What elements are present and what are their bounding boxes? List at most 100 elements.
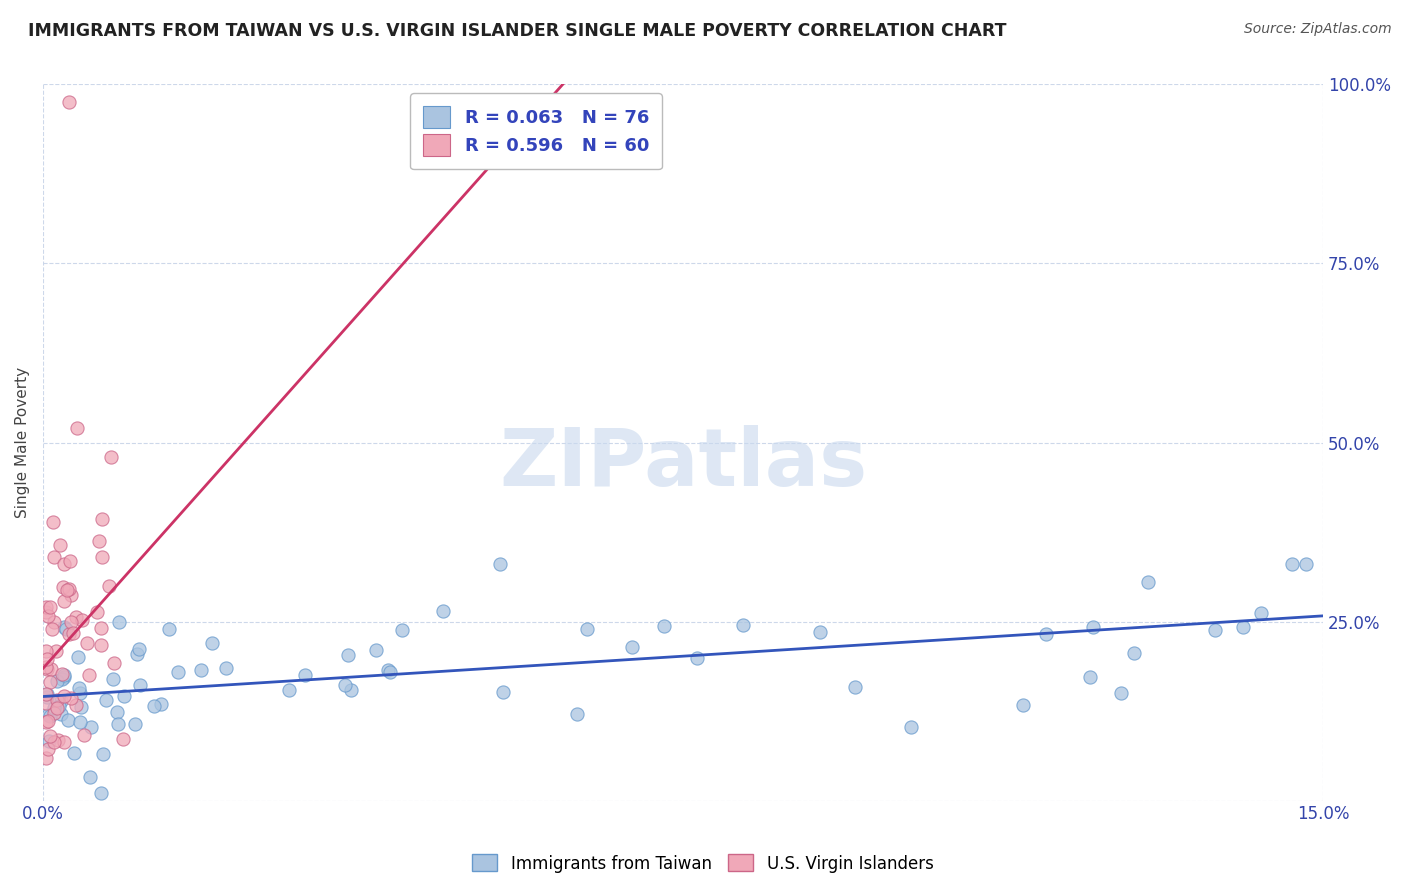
Point: [49, 706, 72, 721]
Point: [35, 714, 58, 729]
Point: [111, 731, 134, 746]
Point: [1204, 624, 1226, 638]
Point: [37, 741, 59, 756]
Point: [37, 708, 59, 723]
Point: [56, 714, 79, 728]
Point: [45, 673, 67, 688]
Point: [51, 672, 73, 686]
Point: [53, 668, 76, 682]
Point: [157, 622, 180, 636]
Point: [60, 615, 83, 629]
Point: [489, 558, 512, 572]
Point: [35, 696, 58, 710]
Point: [35, 662, 58, 676]
Point: [112, 690, 135, 704]
Point: [70, 699, 93, 714]
Point: [86, 605, 108, 619]
Point: [58, 627, 80, 641]
Point: [66, 421, 89, 435]
Point: [79, 770, 101, 784]
Point: [124, 716, 146, 731]
Point: [52, 734, 75, 748]
Point: [108, 615, 131, 630]
Point: [37, 652, 59, 666]
Point: [52, 594, 75, 608]
Point: [90, 621, 112, 635]
Point: [143, 698, 166, 713]
Point: [35, 687, 58, 701]
Legend: R = 0.063   N = 76, R = 0.596   N = 60: R = 0.063 N = 76, R = 0.596 N = 60: [411, 94, 662, 169]
Point: [69, 686, 91, 700]
Point: [59, 588, 82, 602]
Point: [900, 720, 922, 734]
Point: [63, 746, 86, 760]
Point: [39, 675, 62, 690]
Point: [129, 678, 152, 692]
Point: [44, 735, 66, 749]
Point: [52, 557, 75, 571]
Point: [94, 693, 117, 707]
Point: [37, 687, 59, 701]
Text: ZIPatlas: ZIPatlas: [499, 425, 868, 503]
Point: [100, 450, 122, 464]
Point: [39, 729, 62, 743]
Point: [58, 582, 80, 596]
Point: [45, 693, 67, 707]
Point: [73, 728, 96, 742]
Point: [1295, 558, 1317, 572]
Point: [55, 622, 77, 636]
Point: [150, 697, 173, 711]
Point: [44, 549, 66, 564]
Point: [190, 663, 212, 677]
Point: [79, 668, 101, 682]
Point: [378, 665, 401, 679]
Y-axis label: Single Male Poverty: Single Male Poverty: [15, 367, 30, 518]
Point: [575, 622, 598, 636]
Point: [654, 619, 676, 633]
Text: IMMIGRANTS FROM TAIWAN VS U.S. VIRGIN ISLANDER SINGLE MALE POVERTY CORRELATION C: IMMIGRANTS FROM TAIWAN VS U.S. VIRGIN IS…: [28, 22, 1007, 40]
Point: [80, 720, 103, 734]
Point: [35, 644, 58, 658]
Point: [37, 714, 59, 728]
Point: [844, 680, 866, 694]
Point: [90, 512, 112, 526]
Point: [201, 636, 224, 650]
Point: [1081, 620, 1104, 634]
Point: [62, 626, 84, 640]
Point: [167, 665, 190, 679]
Point: [87, 533, 110, 548]
Point: [52, 620, 75, 634]
Point: [1136, 574, 1159, 589]
Point: [39, 662, 62, 676]
Point: [76, 636, 98, 650]
Point: [1281, 558, 1303, 572]
Point: [377, 663, 399, 677]
Point: [107, 717, 129, 731]
Point: [46, 701, 69, 715]
Point: [35, 660, 58, 674]
Point: [56, 582, 79, 597]
Point: [731, 618, 754, 632]
Point: [35, 600, 58, 615]
Point: [37, 609, 59, 624]
Point: [69, 714, 91, 729]
Point: [1232, 620, 1254, 634]
Point: [49, 694, 72, 708]
Point: [46, 732, 69, 747]
Point: [48, 698, 70, 713]
Point: [621, 640, 644, 655]
Point: [37, 690, 59, 704]
Point: [1250, 607, 1272, 621]
Point: [70, 613, 93, 627]
Point: [42, 706, 65, 721]
Point: [67, 649, 90, 664]
Point: [65, 698, 87, 713]
Point: [39, 709, 62, 723]
Point: [65, 609, 87, 624]
Point: [336, 648, 359, 662]
Point: [364, 643, 387, 657]
Point: [215, 661, 238, 675]
Point: [294, 668, 316, 682]
Point: [98, 579, 121, 593]
Point: [41, 623, 63, 637]
